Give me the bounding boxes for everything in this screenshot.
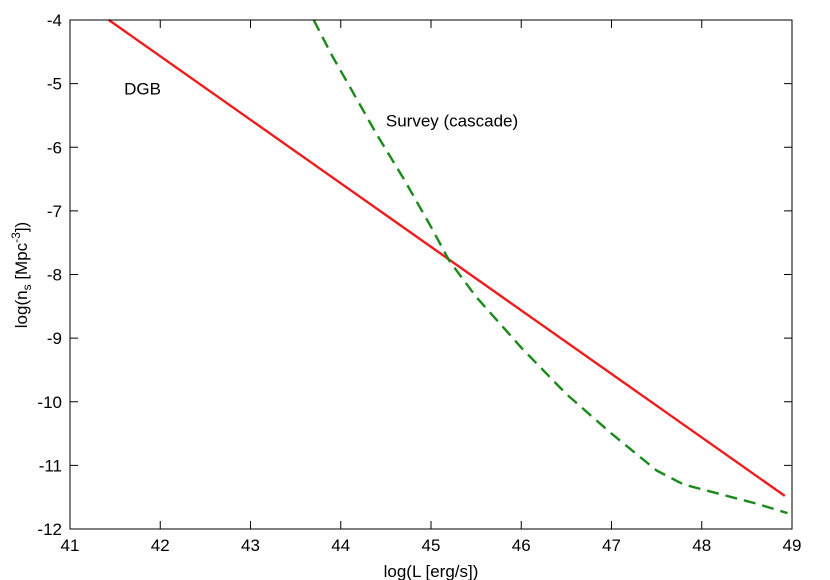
y-tick-label: -9 xyxy=(47,329,62,348)
y-axis-title-middle: [Mpc xyxy=(12,242,31,284)
y-tick-label: -6 xyxy=(47,138,62,157)
y-tick-label: -10 xyxy=(37,393,62,412)
x-tick-label: 42 xyxy=(151,536,170,555)
y-axis-ticks: -4 -5 -6 -7 -8 -9 -10 -11 -12 xyxy=(37,11,792,539)
y-tick-label: -4 xyxy=(47,11,62,30)
y-tick-label: -7 xyxy=(47,202,62,221)
y-axis-title: log(ns [Mpc-3]) xyxy=(9,222,34,328)
y-tick-label: -5 xyxy=(47,75,62,94)
survey-cascade-line xyxy=(312,19,788,515)
annotation-label: Survey (cascade) xyxy=(386,112,518,131)
y-axis-title-superscript: -3 xyxy=(9,232,23,243)
x-tick-label: 46 xyxy=(512,536,531,555)
x-tick-label: 43 xyxy=(241,536,260,555)
annotation-label: DGB xyxy=(124,80,161,99)
x-axis-title: log(L [erg/s]) xyxy=(384,562,479,580)
y-axis-title-suffix: ]) xyxy=(12,222,31,232)
x-tick-label: 47 xyxy=(602,536,621,555)
x-axis-ticks: 41 42 43 44 45 46 47 48 49 xyxy=(61,20,802,555)
annotations: DGB Survey (cascade) xyxy=(124,80,518,131)
x-tick-label: 44 xyxy=(331,536,350,555)
series-layer xyxy=(108,19,788,515)
y-tick-label: -11 xyxy=(39,456,62,475)
x-tick-label: 41 xyxy=(61,536,80,555)
y-tick-label: -12 xyxy=(37,520,62,539)
y-axis-title-prefix: log(n xyxy=(12,290,31,328)
plot-frame xyxy=(69,19,793,530)
x-tick-label: 49 xyxy=(783,536,802,555)
y-axis-title-subscript: s xyxy=(20,284,34,290)
x-tick-label: 48 xyxy=(692,536,711,555)
x-tick-label: 45 xyxy=(422,536,441,555)
y-tick-label: -8 xyxy=(47,266,62,285)
